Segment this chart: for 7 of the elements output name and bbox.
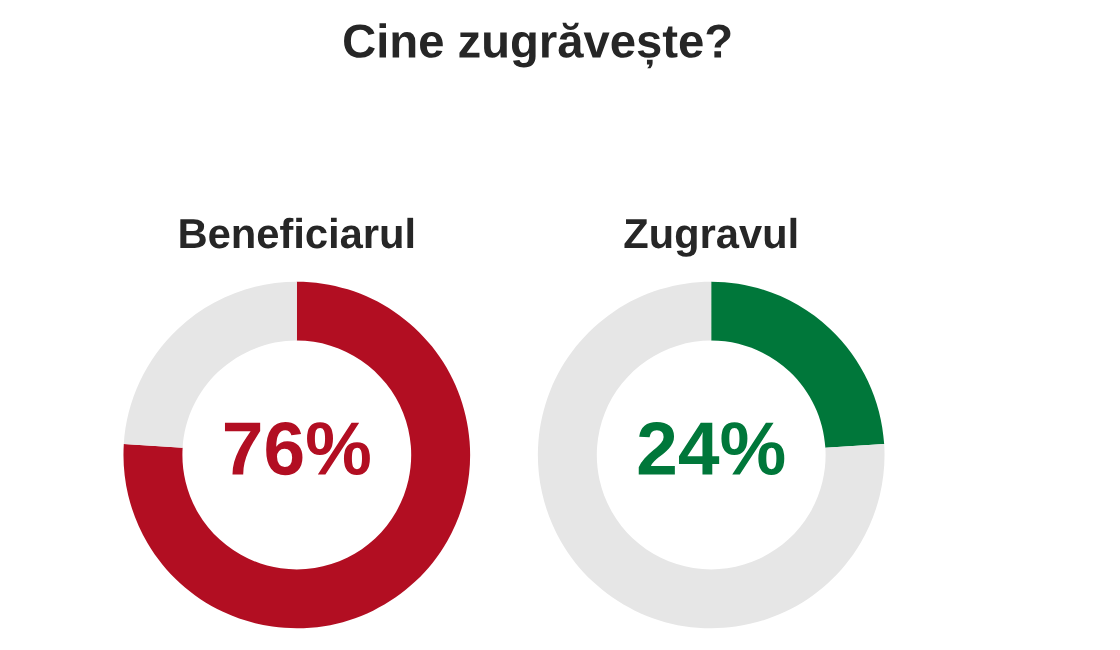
chart-title: Zugravul: [624, 217, 797, 257]
chart-title: Beneficiarul: [180, 217, 414, 249]
data-label: 24%: [638, 422, 785, 475]
donut-slice: [537, 281, 885, 629]
data-label: 76%: [224, 422, 370, 476]
text: Cine zugrăvește?: [344, 22, 731, 69]
donut-slice: [123, 281, 471, 629]
